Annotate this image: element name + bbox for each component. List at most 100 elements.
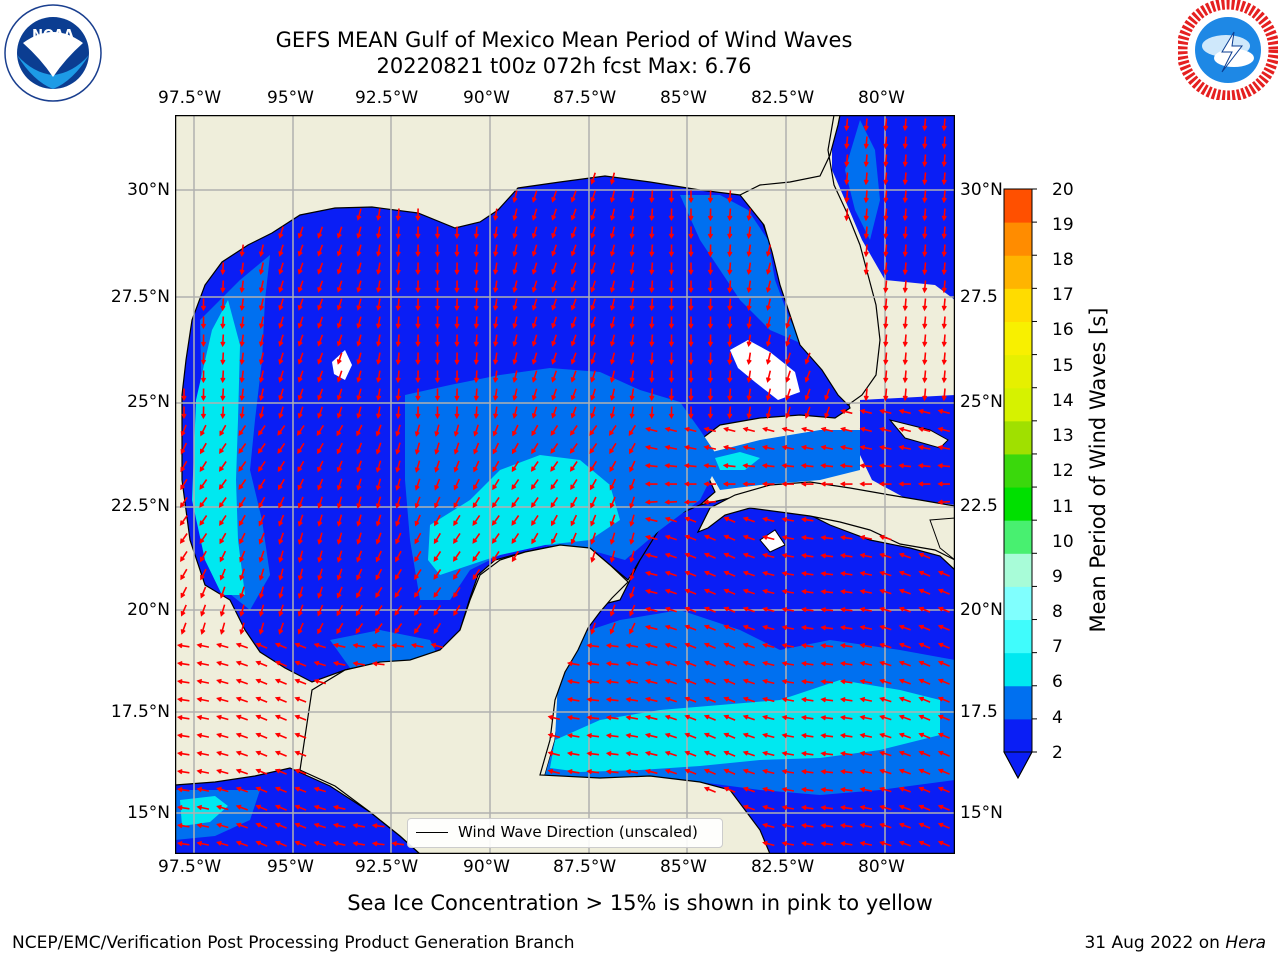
wind-wave-arrow xyxy=(644,606,658,613)
wind-wave-arrow xyxy=(453,514,461,527)
wind-wave-arrow xyxy=(356,532,362,545)
wind-wave-arrow xyxy=(941,190,947,204)
wind-wave-arrow xyxy=(781,624,795,631)
wind-wave-arrow xyxy=(414,532,422,545)
wind-wave-arrow xyxy=(586,643,600,649)
wind-wave-arrow xyxy=(922,208,928,222)
wind-wave-arrow xyxy=(395,550,402,563)
wind-wave-arrow xyxy=(375,460,382,473)
wind-wave-arrow xyxy=(255,642,268,649)
lat-label: 27.5°N xyxy=(110,287,170,307)
colorbar-segment xyxy=(1004,321,1032,356)
wind-wave-arrow xyxy=(473,370,479,384)
wind-wave-arrow xyxy=(415,352,421,366)
wind-wave-arrow xyxy=(297,550,304,563)
wind-wave-arrow xyxy=(590,280,596,293)
wind-wave-arrow xyxy=(649,226,655,240)
florida-land xyxy=(739,115,881,406)
wind-wave-arrow xyxy=(609,316,616,329)
wind-wave-arrow xyxy=(859,444,873,451)
wind-wave-arrow xyxy=(922,190,928,204)
wind-wave-arrow xyxy=(414,550,422,563)
wind-wave-arrow xyxy=(727,406,733,420)
wind-wave-arrow xyxy=(937,804,950,811)
wind-wave-arrow xyxy=(918,786,931,793)
wind-wave-arrow xyxy=(664,732,677,739)
wind-wave-arrow xyxy=(512,244,518,258)
wind-wave-arrow xyxy=(294,750,307,757)
wind-wave-arrow xyxy=(820,643,834,649)
map-panel xyxy=(175,115,955,854)
wind-wave-arrow xyxy=(238,496,247,508)
wind-wave-arrow xyxy=(800,715,814,721)
wind-wave-arrow xyxy=(742,642,755,649)
wind-wave-arrow xyxy=(454,406,460,420)
wind-wave-arrow xyxy=(707,370,714,384)
wind-wave-arrow xyxy=(684,642,697,649)
wind-wave-arrow xyxy=(297,388,304,401)
wind-wave-arrow xyxy=(762,552,775,559)
wind-wave-arrow xyxy=(491,533,500,544)
wind-wave-arrow xyxy=(415,406,421,420)
wind-wave-arrow xyxy=(859,660,873,667)
wind-wave-arrow xyxy=(839,733,853,739)
wind-wave-arrow xyxy=(296,424,305,437)
wind-wave-arrow xyxy=(723,606,736,613)
wind-wave-arrow xyxy=(472,514,481,527)
wind-wave-arrow xyxy=(785,334,791,347)
wind-wave-arrow xyxy=(629,298,635,312)
wind-wave-arrow xyxy=(317,586,324,599)
wind-wave-arrow xyxy=(297,514,304,527)
wind-wave-arrow xyxy=(550,496,559,509)
wind-wave-arrow xyxy=(235,822,248,829)
wind-wave-arrow xyxy=(918,642,931,649)
wind-wave-arrow xyxy=(859,606,873,613)
wind-wave-arrow xyxy=(781,481,795,487)
wind-wave-arrow xyxy=(179,515,188,526)
wind-wave-arrow xyxy=(238,479,247,490)
wind-wave-arrow xyxy=(547,768,560,775)
wind-wave-arrow xyxy=(879,678,892,685)
wind-wave-arrow xyxy=(473,244,479,258)
wind-wave-arrow xyxy=(258,334,265,348)
wind-wave-arrow xyxy=(727,244,733,258)
wind-wave-arrow xyxy=(820,426,834,433)
wind-wave-arrow xyxy=(781,822,795,829)
wind-wave-arrow xyxy=(629,622,636,635)
wind-wave-arrow xyxy=(785,406,791,419)
colorbar-ticks: 2 4 6 7 8 9 10 11 12 13 14 15 16 17 18 1… xyxy=(1052,0,1092,960)
wind-wave-arrow xyxy=(609,496,616,509)
wind-wave-arrow xyxy=(609,442,617,455)
wind-wave-arrow xyxy=(376,406,382,420)
wind-wave-arrow xyxy=(727,388,733,402)
wind-wave-arrow xyxy=(703,624,716,631)
wind-wave-arrow xyxy=(255,786,268,793)
wind-wave-arrow xyxy=(274,642,287,649)
lat-label: 20°N xyxy=(960,600,1003,620)
wind-wave-arrow xyxy=(376,208,382,222)
wind-wave-arrow xyxy=(820,805,834,811)
wind-wave-arrow xyxy=(746,370,752,384)
wind-wave-arrow xyxy=(473,280,479,294)
wind-wave-arrow xyxy=(918,822,931,829)
wind-wave-arrow xyxy=(785,370,791,383)
atlantic-water-south xyxy=(860,395,955,505)
lon-label: 97.5°W xyxy=(158,857,222,877)
wind-wave-arrow xyxy=(453,460,460,473)
wind-wave-arrow xyxy=(257,460,266,473)
wind-wave-arrow xyxy=(820,589,834,595)
wind-wave-arrow xyxy=(688,226,694,240)
wind-wave-arrow xyxy=(762,714,775,721)
wind-wave-arrow xyxy=(664,624,677,631)
wind-wave-arrow xyxy=(707,406,714,420)
wind-wave-arrow xyxy=(902,352,908,366)
colorbar-tick: 17 xyxy=(1052,285,1074,305)
wind-wave-arrow xyxy=(742,552,755,559)
wind-wave-arrow xyxy=(297,316,304,329)
wind-wave-arrow xyxy=(274,786,287,793)
wind-wave-arrow xyxy=(414,514,421,527)
wind-wave-arrow xyxy=(918,732,931,739)
wind-wave-arrow xyxy=(898,768,911,775)
wind-wave-arrow xyxy=(434,478,441,491)
wind-wave-arrow xyxy=(493,262,499,276)
